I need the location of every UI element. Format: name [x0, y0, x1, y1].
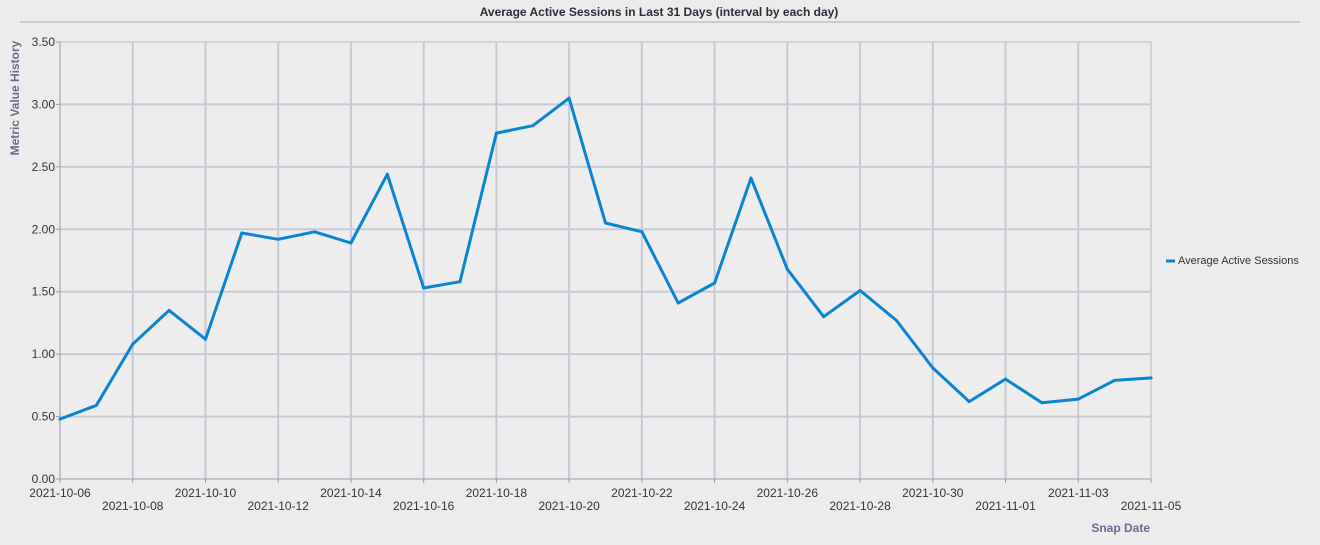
data-point — [458, 280, 462, 284]
data-point — [749, 176, 753, 180]
x-tick-label: 2021-10-06 — [29, 486, 91, 500]
data-point — [1004, 377, 1007, 381]
y-tick-label: 3.50 — [32, 35, 56, 49]
x-tick-label: 2021-10-24 — [684, 499, 746, 513]
x-tick-label: 2021-10-16 — [393, 499, 455, 513]
data-point — [640, 230, 644, 234]
data-point — [1113, 378, 1117, 382]
data-point — [240, 231, 244, 235]
x-tick-label: 2021-10-18 — [466, 486, 528, 500]
data-point — [313, 230, 317, 234]
data-point — [894, 318, 898, 322]
data-point — [494, 131, 498, 135]
y-tick-label: 2.50 — [32, 160, 56, 174]
y-axis-title: Metric Value History — [8, 40, 22, 155]
x-tick-label: 2021-10-12 — [248, 499, 310, 513]
x-axis-title: Snap Date — [1091, 521, 1150, 535]
data-point — [131, 342, 135, 346]
x-tick-label: 2021-11-03 — [1048, 486, 1109, 500]
x-tick-label: 2021-10-08 — [102, 499, 164, 513]
data-point — [1149, 376, 1153, 380]
x-tick-label: 2021-11-01 — [975, 499, 1036, 513]
x-tick-label: 2021-10-26 — [757, 486, 819, 500]
data-point — [1040, 401, 1044, 405]
legend-label: Average Active Sessions — [1178, 255, 1299, 267]
x-tick-label: 2021-10-22 — [611, 486, 673, 500]
data-point — [822, 315, 826, 319]
x-tick-label: 2021-10-28 — [829, 499, 891, 513]
data-point — [967, 400, 971, 404]
data-point — [676, 301, 680, 305]
y-tick-label: 3.00 — [32, 97, 56, 111]
x-tick-label: 2021-10-20 — [538, 499, 600, 513]
data-point — [167, 308, 171, 312]
data-point — [604, 221, 607, 225]
data-point — [858, 289, 862, 292]
data-point — [931, 366, 935, 370]
legend: Average Active Sessions — [1166, 255, 1299, 267]
data-point — [276, 237, 280, 241]
x-tick-label: 2021-10-30 — [902, 486, 964, 500]
data-point — [785, 267, 789, 271]
data-point — [713, 281, 717, 285]
data-point — [94, 403, 98, 407]
series-layer — [58, 96, 1153, 421]
x-tick-label: 2021-10-10 — [175, 486, 237, 500]
data-point — [531, 124, 535, 128]
y-tick-label: 0.50 — [32, 410, 56, 424]
data-point — [204, 337, 207, 341]
x-axis-ticks: 2021-10-06 2021-10-08 2021-10-10 2021-10-12… — [29, 479, 1182, 513]
plot-area — [59, 41, 1152, 480]
grid-lines — [60, 42, 1151, 479]
y-tick-label: 1.50 — [32, 285, 56, 299]
data-point — [58, 417, 62, 421]
chart-title: Average Active Sessions in Last 31 Days … — [480, 5, 839, 19]
y-tick-label: 1.00 — [32, 347, 56, 361]
x-tick-label: 2021-10-14 — [320, 486, 382, 500]
x-tick-label: 2021-11-05 — [1121, 499, 1182, 513]
data-point — [349, 241, 353, 245]
data-point — [385, 172, 389, 176]
y-tick-label: 0.00 — [32, 472, 56, 486]
data-point — [1076, 397, 1080, 401]
y-tick-label: 2.00 — [32, 222, 56, 236]
data-point — [422, 286, 426, 290]
data-point — [567, 96, 571, 100]
y-axis-ticks: 0.00 0.50 1.00 1.50 2.00 2.50 3.00 3.50 — [32, 35, 60, 486]
